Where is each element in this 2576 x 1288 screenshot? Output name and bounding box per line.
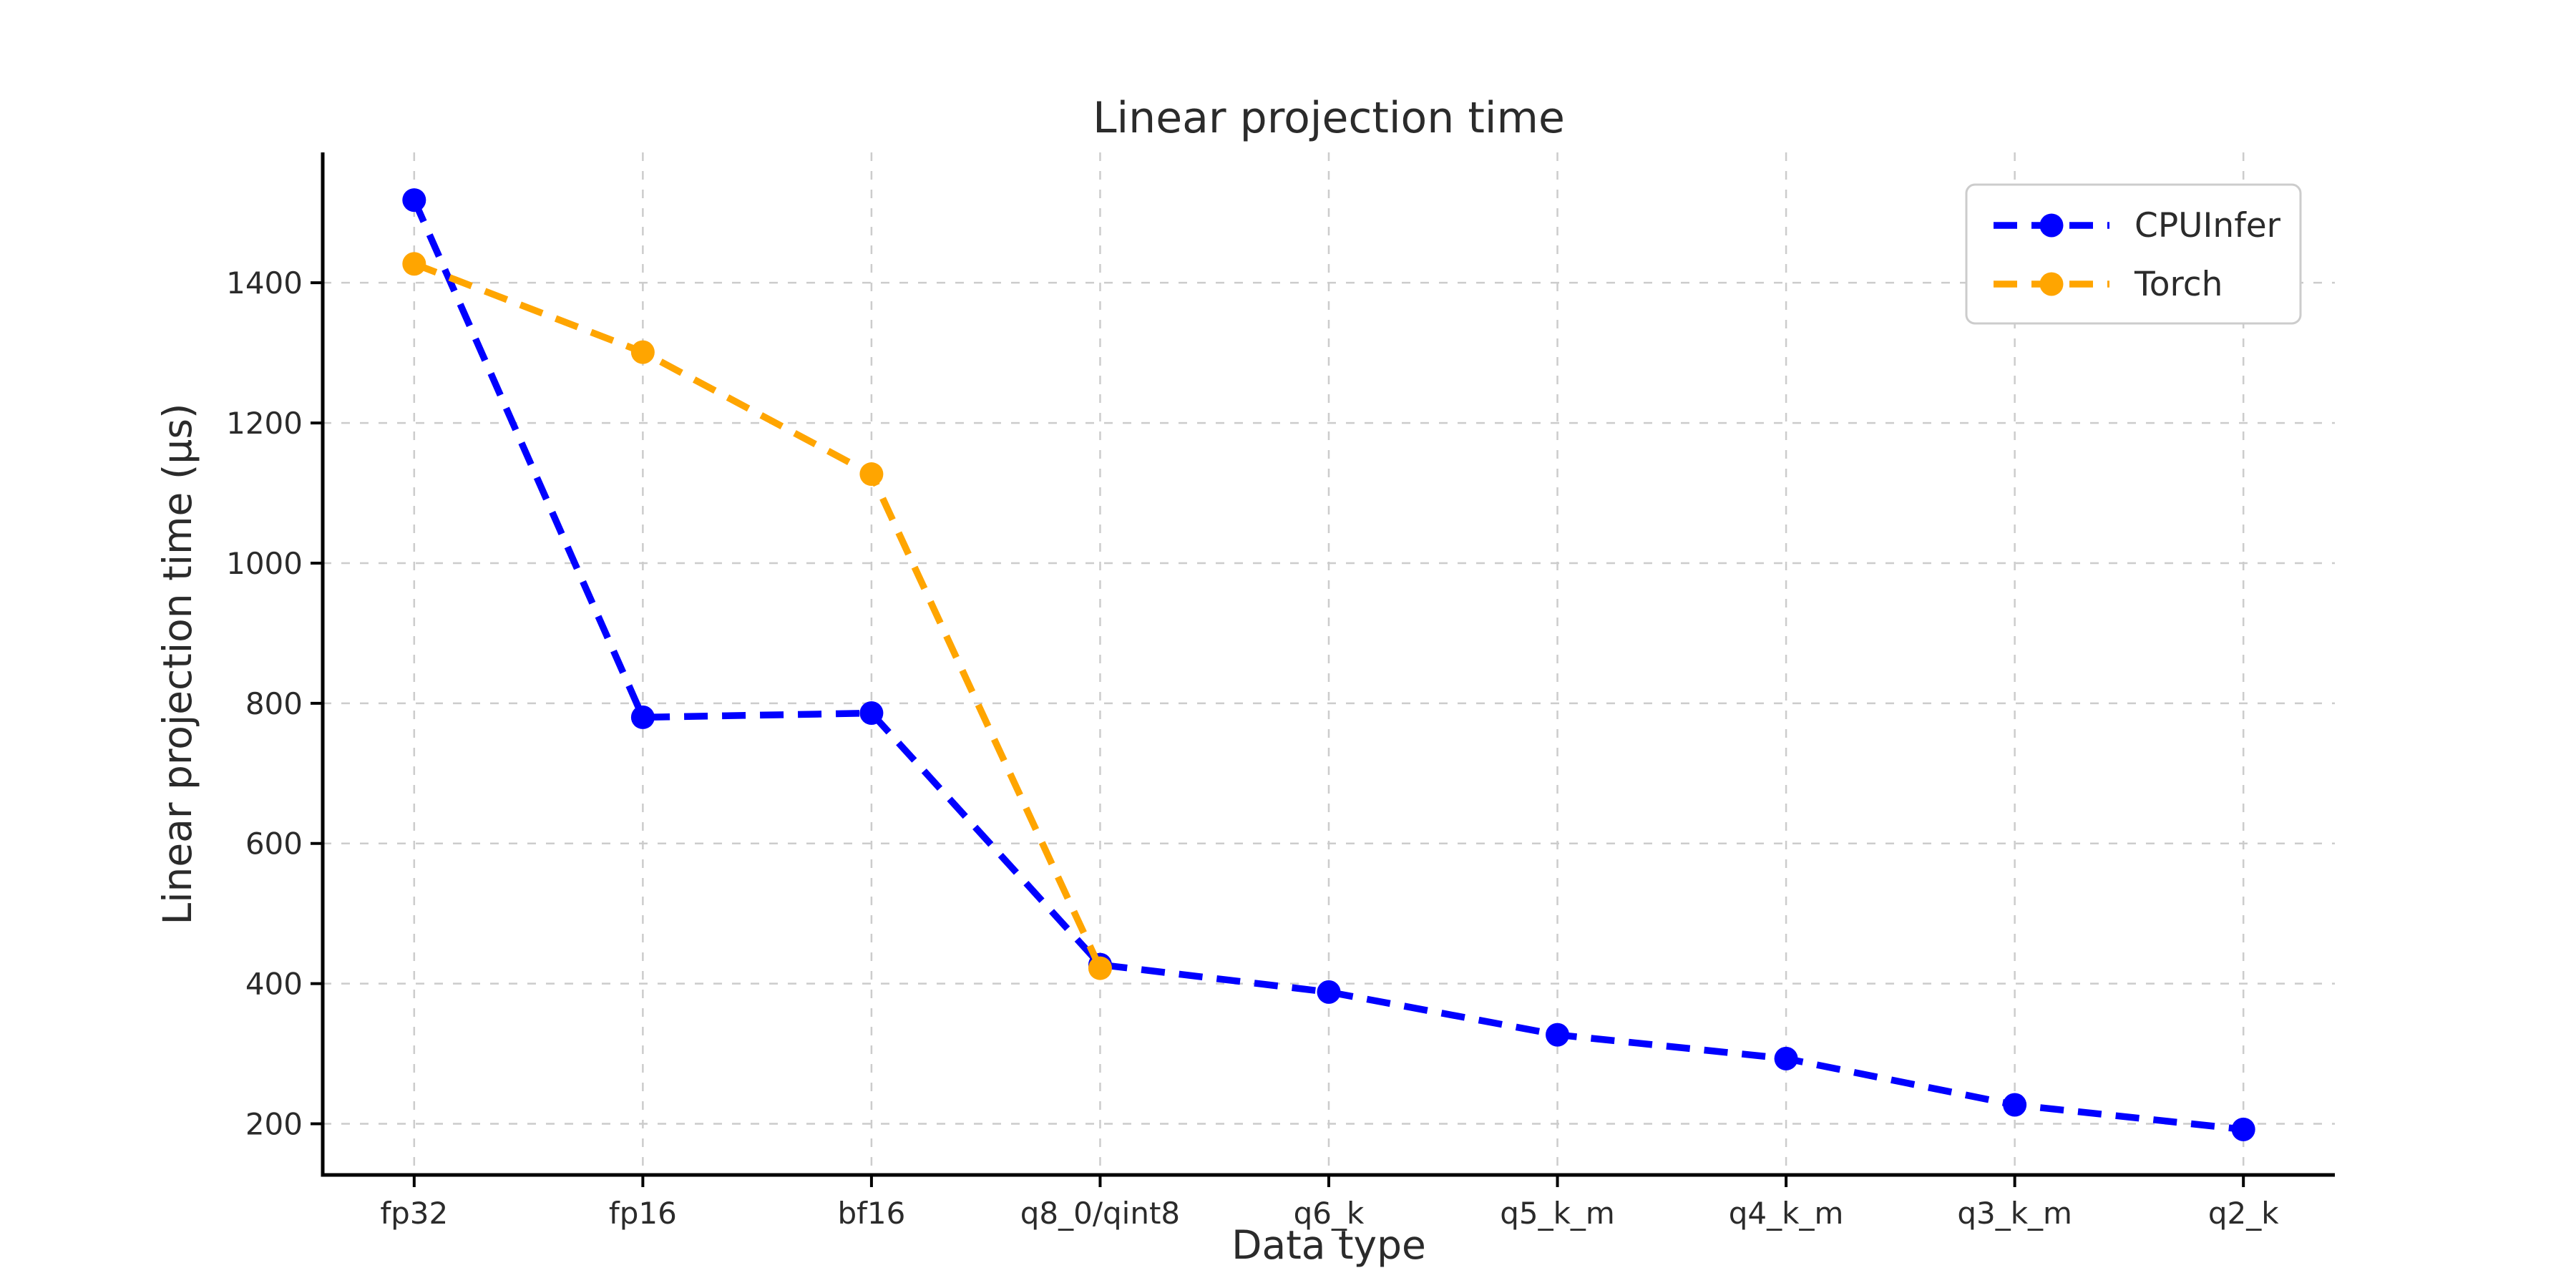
y-tick-label: 1200: [226, 406, 303, 441]
legend-label: CPUInfer: [2135, 206, 2281, 245]
data-point-cpuinfer: [1317, 980, 1341, 1004]
legend-marker: [2039, 272, 2064, 296]
x-tick-label: fp16: [609, 1196, 677, 1231]
x-tick-label: q5_k_m: [1500, 1196, 1615, 1231]
legend-label: Torch: [2134, 265, 2223, 304]
series-line-cpuinfer: [411, 198, 2244, 1133]
data-point-torch: [859, 462, 884, 487]
data-point-cpuinfer: [859, 701, 884, 726]
y-tick-label: 400: [245, 967, 303, 1002]
data-point-torch: [402, 252, 426, 276]
axis-ticks: 200 400 600 800 1000 1200 1400 fp32 fp16 bf16 q8_0…: [226, 265, 2279, 1231]
x-tick-label: q8_0/qint8: [1020, 1196, 1180, 1231]
x-tick-label: q2_k: [2208, 1196, 2279, 1231]
chart-title: Linear projection time: [1093, 93, 1565, 143]
x-tick-label: q3_k_m: [1957, 1196, 2072, 1231]
series-line-torch: [413, 260, 1103, 970]
legend-marker: [2039, 213, 2064, 238]
x-tick-label: bf16: [837, 1196, 905, 1231]
y-tick-label: 600: [245, 826, 303, 862]
y-tick-label: 1000: [226, 546, 303, 581]
y-tick-label: 1400: [226, 265, 303, 301]
data-point-cpuinfer: [630, 705, 655, 729]
data-series: [402, 188, 2255, 1141]
x-tick-label: fp32: [380, 1196, 448, 1231]
y-tick-label: 200: [245, 1107, 303, 1142]
data-point-torch: [1088, 956, 1112, 980]
y-tick-label: 800: [245, 686, 303, 721]
data-point-cpuinfer: [2003, 1093, 2027, 1117]
data-point-cpuinfer: [402, 188, 426, 213]
y-axis-label: Linear projection time (µs): [155, 403, 200, 925]
data-point-cpuinfer: [1546, 1023, 1570, 1047]
data-point-cpuinfer: [2231, 1117, 2255, 1141]
legend: CPUInfer Torch: [1965, 183, 2302, 325]
x-tick-label: q6_k: [1294, 1196, 1365, 1231]
data-point-torch: [630, 340, 655, 364]
data-point-cpuinfer: [1774, 1046, 1798, 1070]
x-axis-label: Data type: [1231, 1222, 1426, 1268]
x-tick-label: q4_k_m: [1729, 1196, 1844, 1231]
